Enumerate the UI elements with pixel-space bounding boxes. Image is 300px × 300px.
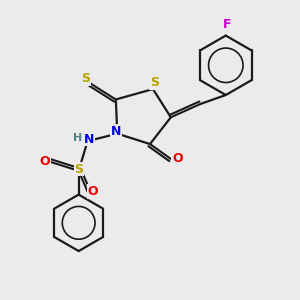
Text: N: N: [111, 125, 121, 138]
Text: O: O: [88, 185, 98, 198]
Text: S: S: [82, 72, 91, 85]
Text: H: H: [73, 133, 82, 142]
Text: O: O: [172, 152, 183, 165]
Text: S: S: [74, 163, 83, 176]
Text: N: N: [84, 133, 94, 146]
Text: F: F: [223, 18, 232, 31]
Text: S: S: [150, 76, 159, 89]
Text: O: O: [40, 155, 50, 168]
